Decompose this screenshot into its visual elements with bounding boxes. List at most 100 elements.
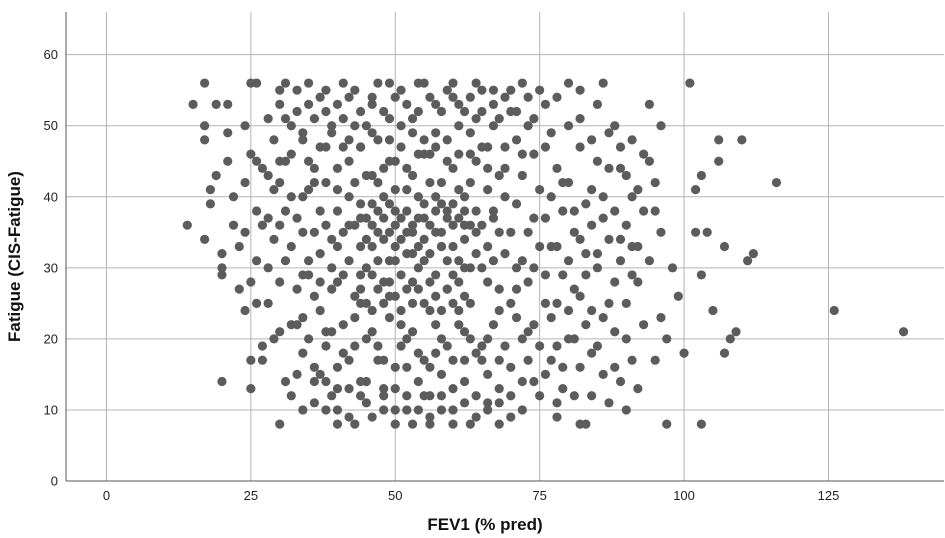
data-point [517, 376, 527, 387]
data-point [558, 362, 568, 372]
data-point [338, 113, 348, 124]
data-point [454, 185, 464, 195]
data-point [483, 277, 493, 287]
data-point [367, 199, 377, 209]
data-point [379, 213, 389, 223]
data-point [240, 305, 250, 316]
data-point [390, 291, 400, 301]
data-point [263, 213, 273, 223]
data-point [494, 398, 504, 408]
data-point [488, 121, 499, 131]
data-point [246, 384, 256, 394]
data-point [563, 78, 574, 88]
data-point [344, 192, 354, 202]
data-point [396, 320, 406, 330]
data-point [546, 192, 556, 202]
data-point [587, 220, 597, 230]
data-point [569, 206, 579, 216]
data-point [332, 384, 343, 394]
data-point [454, 277, 464, 287]
data-point [627, 135, 637, 145]
data-point [679, 348, 689, 358]
data-point [332, 185, 343, 195]
data-point [633, 384, 643, 394]
data-point [402, 284, 412, 294]
data-point [540, 270, 551, 280]
data-point [413, 241, 423, 252]
data-point [275, 99, 285, 109]
data-point [615, 142, 626, 152]
data-point [309, 376, 319, 387]
data-point [465, 149, 475, 159]
data-point [384, 199, 395, 209]
data-point [309, 227, 319, 237]
data-point [459, 291, 470, 301]
data-point [500, 249, 510, 259]
data-point [286, 192, 296, 202]
data-point [396, 305, 406, 316]
data-point [280, 113, 291, 124]
data-point [252, 78, 262, 88]
data-point [425, 177, 435, 188]
data-point [361, 398, 371, 408]
data-point [454, 121, 464, 131]
data-point [465, 177, 475, 188]
data-point [344, 355, 354, 365]
data-point [384, 113, 395, 124]
x-tick-label: 0 [103, 488, 110, 503]
data-point [344, 156, 354, 166]
data-point [506, 85, 516, 95]
data-point [413, 106, 423, 117]
data-point [332, 163, 343, 173]
data-point [257, 355, 267, 365]
data-point [615, 256, 626, 266]
data-point [384, 277, 395, 287]
data-point [610, 327, 620, 337]
data-point [511, 312, 522, 323]
data-point [494, 227, 504, 237]
data-point [373, 256, 383, 266]
data-point [425, 220, 435, 230]
data-point [321, 405, 331, 415]
data-point [483, 241, 493, 252]
y-tick-label: 30 [44, 260, 58, 275]
data-point [575, 419, 585, 429]
data-point [413, 405, 423, 415]
data-point [407, 220, 418, 230]
data-point [413, 192, 423, 202]
data-point [725, 334, 735, 344]
data-point [367, 305, 377, 316]
data-point [367, 270, 377, 280]
data-point [280, 78, 291, 88]
data-point [315, 249, 325, 259]
data-point [419, 355, 429, 365]
data-point [211, 99, 221, 109]
data-point [292, 85, 302, 95]
data-point [390, 206, 400, 216]
data-point [598, 192, 608, 202]
data-point [436, 106, 447, 117]
data-point [477, 341, 487, 351]
data-point [448, 405, 458, 415]
data-point [546, 128, 556, 138]
data-point [431, 192, 441, 202]
data-point [598, 369, 608, 380]
data-point [327, 284, 337, 294]
data-point [737, 135, 747, 145]
data-point [390, 156, 400, 166]
data-point [494, 113, 504, 124]
data-point [448, 270, 458, 280]
data-point [610, 206, 620, 216]
data-point [327, 263, 337, 273]
data-point [448, 163, 458, 173]
data-point [234, 284, 244, 294]
data-point [465, 92, 475, 102]
data-point [321, 177, 331, 188]
data-point [610, 277, 620, 287]
data-point [407, 327, 418, 337]
data-point [188, 99, 198, 109]
data-point [332, 405, 343, 415]
data-point [552, 412, 562, 422]
data-point [361, 334, 371, 344]
